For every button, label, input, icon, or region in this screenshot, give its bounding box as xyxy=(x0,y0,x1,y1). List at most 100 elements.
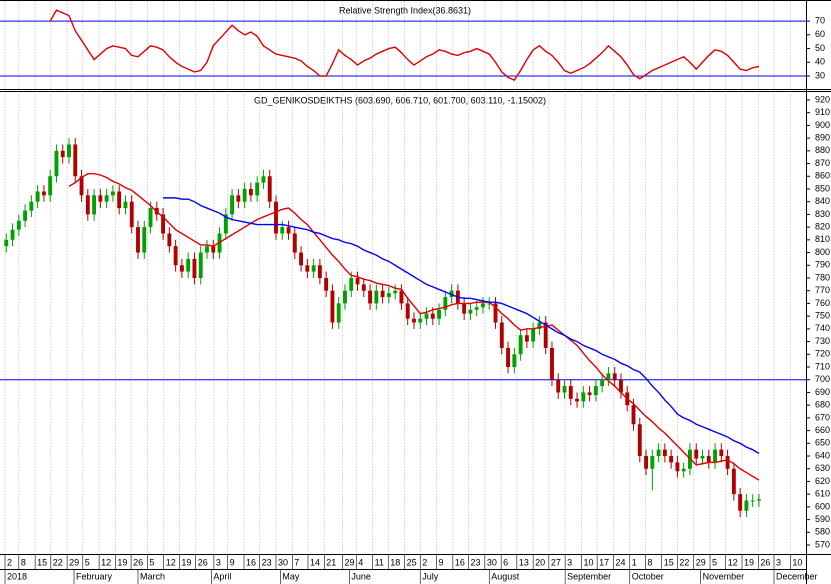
x-tick-label: 5 xyxy=(85,557,90,567)
x-tick-label: 29 xyxy=(69,557,79,567)
x-tick-label: 30 xyxy=(487,557,497,567)
y-tick-label: 50 xyxy=(815,43,825,53)
series-line xyxy=(49,9,760,82)
y-tick-label: 910 xyxy=(815,107,830,117)
x-tick-label: 19 xyxy=(181,557,191,567)
price-title: GD_GENIKOSDEIKTHS (603.690, 606.710, 601… xyxy=(254,95,546,105)
candle-body xyxy=(236,195,241,202)
x-tick-label: 2 xyxy=(422,557,427,567)
candle-body xyxy=(443,297,448,310)
candle-body xyxy=(79,176,84,196)
x-tick-label: 30 xyxy=(278,557,288,567)
candle-body xyxy=(48,176,53,196)
candle-body xyxy=(757,499,761,501)
month-label: December xyxy=(776,571,818,581)
candle-body xyxy=(242,188,247,202)
candle-body xyxy=(681,468,686,472)
candle-body xyxy=(98,195,103,202)
x-tick-label: 16 xyxy=(455,557,465,567)
candle-body xyxy=(462,303,467,314)
x-tick-label: 23 xyxy=(471,557,481,567)
month-label: November xyxy=(703,571,745,581)
candle-body xyxy=(593,386,598,395)
x-tick-label: 10 xyxy=(583,557,593,567)
candle-body xyxy=(512,354,517,368)
candle-body xyxy=(612,373,617,380)
series-line xyxy=(163,197,760,455)
x-tick-label: 8 xyxy=(647,557,652,567)
candle-body xyxy=(186,258,191,272)
candle-body xyxy=(255,182,260,196)
candle-body xyxy=(35,191,40,202)
x-tick-label: 16 xyxy=(246,557,256,567)
candle-body xyxy=(223,214,228,234)
y-tick-label: 660 xyxy=(815,425,830,435)
candle-body xyxy=(374,290,379,304)
candle-body xyxy=(556,379,561,393)
candle-body xyxy=(29,201,34,211)
candle-body xyxy=(349,277,354,291)
candle-body xyxy=(261,176,266,183)
y-tick-label: 700 xyxy=(815,374,830,384)
candle-body xyxy=(631,405,636,425)
candle-body xyxy=(343,290,347,304)
x-tick-label: 22 xyxy=(679,557,689,567)
candle-body xyxy=(192,258,197,278)
candle-body xyxy=(487,303,492,305)
candle-body xyxy=(662,449,667,457)
candle-body xyxy=(85,195,90,215)
candle-body xyxy=(725,456,730,469)
y-tick-label: 70 xyxy=(815,15,825,25)
x-tick-label: 20 xyxy=(535,557,545,567)
candle-body xyxy=(198,252,203,278)
candle-body xyxy=(230,195,235,215)
x-tick-label: 17 xyxy=(599,557,609,567)
y-tick-label: 610 xyxy=(815,489,830,499)
y-tick-label: 830 xyxy=(815,209,830,219)
candle-body xyxy=(506,347,511,368)
x-tick-label: 4 xyxy=(358,557,363,567)
x-tick-label: 29 xyxy=(696,557,706,567)
x-tick-label: 9 xyxy=(439,557,444,567)
y-tick-label: 880 xyxy=(815,145,830,155)
candle-body xyxy=(568,386,573,399)
x-tick-label: 12 xyxy=(101,557,111,567)
candle-body xyxy=(167,233,172,247)
y-tick-label: 590 xyxy=(815,514,830,524)
candle-body xyxy=(562,386,567,393)
x-tick-label: 12 xyxy=(728,557,738,567)
candle-body xyxy=(706,456,711,463)
candle-body xyxy=(205,246,209,253)
x-tick-label: 26 xyxy=(198,557,208,567)
y-tick-label: 760 xyxy=(815,298,830,308)
x-tick-label: 15 xyxy=(664,557,674,567)
x-tick-label: 9 xyxy=(230,557,235,567)
candle-body xyxy=(412,318,416,323)
candle-body xyxy=(104,195,109,202)
candle-body xyxy=(405,303,410,319)
y-tick-label: 770 xyxy=(815,285,830,295)
candle-body xyxy=(650,456,655,469)
x-tick-label: 26 xyxy=(133,557,143,567)
y-tick-label: 840 xyxy=(815,196,830,206)
candle-body xyxy=(148,208,153,228)
candle-body xyxy=(73,144,78,177)
x-tick-label: 7 xyxy=(294,557,299,567)
candle-body xyxy=(129,201,134,228)
candle-body xyxy=(575,398,580,402)
candle-body xyxy=(550,347,554,380)
candle-body xyxy=(393,290,398,294)
candle-body xyxy=(524,335,529,342)
y-tick-label: 860 xyxy=(815,171,830,181)
candle-body xyxy=(330,290,335,323)
candle-body xyxy=(744,500,749,511)
y-tick-label: 40 xyxy=(815,57,825,67)
candle-body xyxy=(386,293,391,298)
candle-body xyxy=(355,277,360,285)
candle-body xyxy=(587,392,592,395)
y-tick-label: 900 xyxy=(815,120,830,130)
y-tick-label: 920 xyxy=(815,94,830,104)
candle-body xyxy=(248,188,253,196)
y-tick-label: 750 xyxy=(815,311,830,321)
